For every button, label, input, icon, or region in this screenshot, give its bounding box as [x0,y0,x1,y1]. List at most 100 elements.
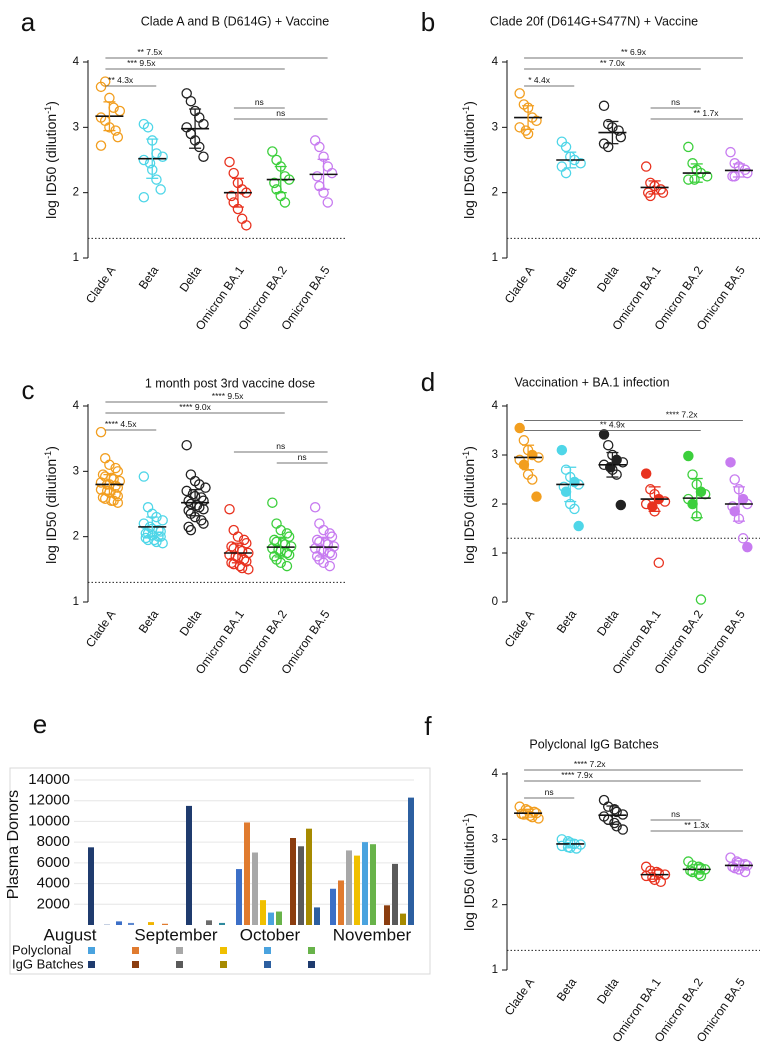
data-point [142,122,154,133]
data-point [531,491,542,502]
data-point [611,821,622,832]
data-point [99,76,111,87]
y-tick-label: 2 [73,531,79,543]
bar [384,905,390,925]
month-label: November [333,925,412,944]
data-point [742,167,753,179]
legend-swatch [264,961,271,968]
x-category-label: Beta [554,975,580,1004]
data-point [556,444,568,456]
data-point [95,140,107,151]
data-point [727,171,738,182]
data-point [324,528,336,539]
chart-title: Vaccination + BA.1 infection [514,375,669,389]
bar [162,923,168,925]
data-point [647,871,658,883]
data-point [236,213,248,225]
bar [148,922,154,925]
data-point [324,560,336,572]
x-category-label: Beta [136,263,162,292]
y-tick-label: 12000 [28,792,70,809]
data-point [683,450,694,462]
y-tick-label: 4 [73,56,80,68]
significance-label: ns [276,441,285,451]
data-point [311,171,323,182]
bar [206,920,212,925]
data-point [198,118,209,130]
data-point [283,531,295,542]
y-axis-label: log ID50 (dilution-1) [461,101,477,219]
data-point [737,533,749,544]
significance-label: ns [298,452,307,462]
significance-label: **** 9.0x [179,402,211,412]
data-point [575,158,586,169]
data-point [112,131,124,143]
y-tick-label: 10000 [28,812,70,829]
data-point [241,220,252,231]
data-point [655,876,667,888]
bar [400,913,406,925]
data-point [640,870,652,882]
data-point [200,482,211,493]
data-point [689,174,700,185]
data-point [275,524,286,536]
data-point [655,184,667,195]
data-point [228,167,239,179]
data-point [110,480,121,491]
data-point [194,141,205,153]
x-category-label: Delta [177,607,205,638]
bar [362,842,368,925]
panel-letter: e [33,709,47,739]
data-point [99,453,111,464]
data-point [742,541,753,553]
x-category-label: Delta [594,975,622,1006]
month-label: September [134,925,217,944]
data-point [322,161,334,172]
data-point [309,135,321,146]
chart-title: Clade A and B (D614G) + Vaccine [141,14,329,28]
data-point [324,547,336,559]
legend-swatch [264,947,271,954]
x-category-label: Clade A [502,608,538,650]
data-point [267,146,278,157]
y-tick-label: 1 [492,252,498,264]
data-point [157,515,168,526]
data-point [155,184,166,195]
significance-label: ** 7.0x [600,58,626,68]
data-point [183,521,194,533]
data-point [243,564,254,575]
y-tick-label: 2000 [37,895,70,912]
significance-label: **** 7.2x [666,410,698,420]
y-tick-label: 4 [492,56,499,68]
data-point [112,482,124,493]
data-point [514,122,525,133]
significance-label: ** 4.3x [108,75,134,85]
data-point [106,495,117,506]
x-category-label: Beta [554,263,580,292]
bar [408,797,414,925]
data-point [110,462,121,474]
data-point [232,531,244,542]
x-category-label: Clade A [83,608,119,650]
data-point [181,88,192,99]
bar [88,847,94,925]
y-tick-label: 2 [492,187,498,199]
data-point [687,498,698,510]
bar [290,838,296,925]
legend-swatch [308,947,315,954]
bar [354,855,360,925]
significance-label: ** 1.7x [693,108,719,118]
data-point [729,171,740,182]
y-tick-label: 3 [492,121,498,133]
data-point [185,95,197,107]
data-point [527,474,538,485]
y-tick-label: 0 [492,596,498,608]
data-point [157,537,168,549]
significance-label: ** 4.9x [600,420,626,430]
panel-letter: f [424,711,432,741]
data-point [560,167,572,179]
legend-swatch [88,947,95,954]
bar [370,844,376,925]
data-point [198,495,209,506]
data-point [236,562,248,574]
